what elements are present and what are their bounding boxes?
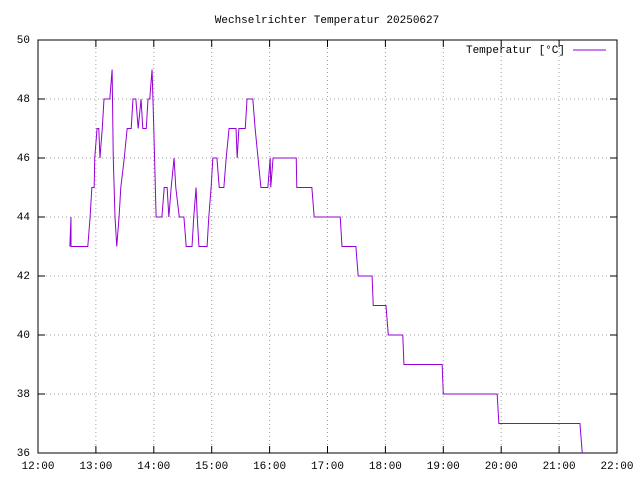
- data-line: [69, 69, 583, 454]
- y-tick-label: 38: [17, 389, 30, 401]
- plot-border: [37, 39, 618, 454]
- x-tick-label: 12:00: [21, 461, 54, 473]
- x-tick-label: 13:00: [79, 461, 112, 473]
- legend-label: Temperatur [°C]: [466, 45, 565, 57]
- x-tick-label: 20:00: [485, 461, 518, 473]
- x-tick-label: 15:00: [195, 461, 228, 473]
- x-tick-label: 17:00: [311, 461, 344, 473]
- y-tick-label: 40: [17, 330, 30, 342]
- y-tick-label: 36: [17, 448, 30, 460]
- x-tick-label: 22:00: [600, 461, 633, 473]
- x-tick-label: 19:00: [427, 461, 460, 473]
- chart-title: Wechselrichter Temperatur 20250627: [215, 15, 439, 27]
- x-tick-label: 21:00: [543, 461, 576, 473]
- x-tick-label: 14:00: [137, 461, 170, 473]
- x-tick-label: 18:00: [369, 461, 402, 473]
- y-tick-label: 44: [17, 212, 31, 224]
- y-tick-label: 50: [17, 35, 30, 47]
- y-tick-label: 48: [17, 94, 30, 106]
- y-tick-label: 42: [17, 271, 30, 283]
- x-tick-label: 16:00: [253, 461, 286, 473]
- y-tick-label: 46: [17, 153, 30, 165]
